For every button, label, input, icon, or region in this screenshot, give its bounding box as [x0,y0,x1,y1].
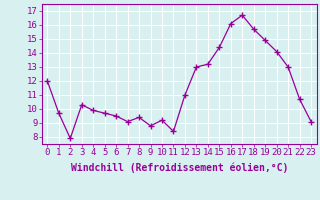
X-axis label: Windchill (Refroidissement éolien,°C): Windchill (Refroidissement éolien,°C) [70,163,288,173]
